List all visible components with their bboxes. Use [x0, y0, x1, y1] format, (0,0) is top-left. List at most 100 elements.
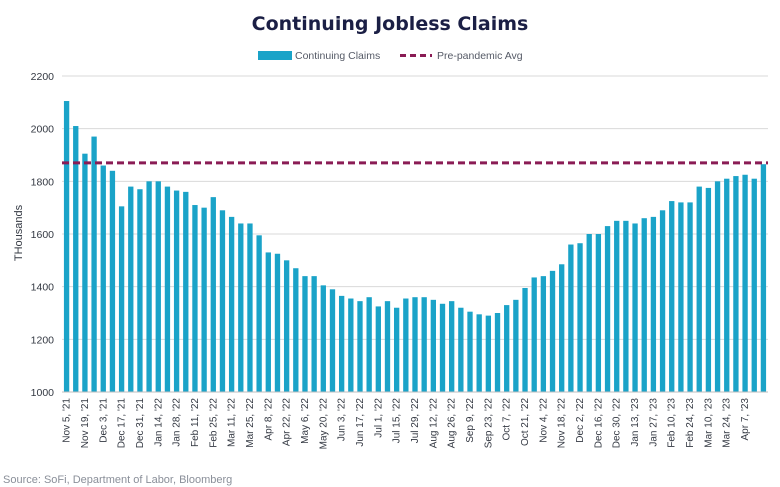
- bar: [73, 126, 79, 392]
- bar: [118, 206, 125, 392]
- x-tick-label: Dec 16, '22: [593, 398, 604, 449]
- y-tick-label: 1600: [31, 229, 55, 241]
- bar: [302, 276, 308, 392]
- x-tick-label: Feb 11, '22: [190, 398, 201, 447]
- bar: [614, 220, 620, 392]
- bar: [522, 287, 528, 392]
- bar: [128, 186, 134, 392]
- x-tick-label: Mar 25, '22: [245, 398, 256, 448]
- x-tick-label: Apr 7, '23: [740, 398, 751, 441]
- y-tick-label: 2000: [31, 124, 55, 136]
- bar: [210, 197, 216, 392]
- bar: [549, 270, 556, 392]
- x-tick-label: Apr 22, '22: [282, 398, 293, 446]
- x-tick-label: Jan 14, '22: [153, 398, 164, 447]
- bar: [659, 210, 666, 392]
- bar: [283, 260, 290, 392]
- x-tick-label: Oct 7, '22: [502, 398, 513, 441]
- x-tick-label: Dec 2, '22: [575, 398, 586, 443]
- y-tick-label: 2200: [31, 71, 55, 83]
- bar: [623, 220, 629, 392]
- bar: [742, 174, 748, 392]
- bar: [63, 101, 70, 393]
- bar: [485, 315, 492, 392]
- y-axis-ticks: 1000 1200 1400 1600 1800 2000 2200: [31, 71, 55, 399]
- bar: [265, 252, 271, 392]
- x-tick-label: Jul 1, '22: [373, 398, 384, 438]
- x-axis-ticks: Nov 5, '21 Nov 19, '21 Dec 3, '21 Dec 17, '…: [62, 398, 752, 450]
- bar: [394, 307, 400, 392]
- source-note: Source: SoFi, Department of Labor, Bloom…: [3, 474, 232, 486]
- x-tick-label: Jul 15, '22: [392, 398, 403, 444]
- bar: [137, 189, 143, 392]
- bar: [733, 176, 739, 392]
- x-tick-label: Apr 8, '22: [263, 398, 274, 441]
- bar: [357, 301, 363, 392]
- bar: [293, 268, 299, 392]
- bar: [714, 181, 721, 392]
- x-tick-label: Oct 21, '22: [520, 398, 531, 446]
- x-tick-label: Jun 17, '22: [355, 398, 366, 447]
- bar: [669, 201, 675, 392]
- x-tick-label: Jun 3, '22: [337, 398, 348, 441]
- x-tick-label: Aug 26, '22: [447, 398, 458, 449]
- bar: [467, 311, 473, 392]
- x-tick-label: Mar 24, '23: [722, 398, 733, 448]
- y-tick-label: 1800: [31, 176, 55, 188]
- chart-title: Continuing Jobless Claims: [252, 13, 529, 35]
- bars-continuing-claims: [63, 101, 767, 393]
- bar: [531, 277, 537, 392]
- x-tick-label: Dec 17, '21: [117, 398, 128, 449]
- bar: [678, 202, 684, 392]
- bar: [504, 305, 510, 392]
- x-tick-label: Mar 11, '22: [227, 398, 238, 447]
- bar: [641, 218, 647, 392]
- bar: [696, 186, 702, 392]
- x-tick-label: Nov 5, '21: [62, 398, 73, 443]
- bar: [311, 276, 317, 392]
- bar: [100, 165, 106, 392]
- x-tick-label: Jan 28, '22: [172, 398, 183, 447]
- x-tick-label: Sep 9, '22: [465, 398, 476, 443]
- bar: [256, 235, 262, 392]
- bar: [375, 306, 381, 392]
- bar: [192, 205, 198, 392]
- bar: [384, 301, 391, 392]
- bar: [577, 243, 583, 392]
- bar: [219, 210, 226, 392]
- bar: [274, 253, 281, 392]
- bar: [724, 178, 730, 392]
- bar: [430, 299, 436, 392]
- x-tick-label: Feb 10, '23: [667, 398, 678, 448]
- bar: [366, 297, 372, 392]
- bar: [164, 186, 171, 392]
- x-tick-label: Feb 25, '22: [208, 398, 219, 448]
- y-tick-label: 1400: [31, 282, 55, 294]
- bar: [705, 187, 712, 392]
- legend-label-continuing-claims: Continuing Claims: [295, 50, 380, 62]
- bar: [201, 207, 207, 392]
- bar: [513, 299, 519, 392]
- legend: Continuing Claims Pre-pandemic Avg: [258, 50, 523, 62]
- bar: [412, 297, 418, 392]
- bar: [329, 289, 336, 392]
- bar: [458, 307, 464, 392]
- bar: [586, 234, 592, 392]
- bar: [421, 297, 427, 392]
- bar: [320, 285, 326, 392]
- bar: [632, 223, 638, 392]
- bar: [559, 264, 565, 392]
- bar: [760, 164, 767, 392]
- bar: [338, 295, 345, 392]
- x-tick-label: May 6, '22: [300, 398, 311, 444]
- legend-swatch-continuing-claims: [258, 51, 292, 60]
- x-tick-label: Dec 31, '21: [135, 398, 146, 449]
- y-tick-label: 1000: [31, 387, 55, 399]
- x-tick-label: Jul 29, '22: [410, 398, 421, 444]
- x-tick-label: Jan 13, '23: [630, 398, 641, 447]
- bar: [183, 191, 189, 392]
- x-tick-label: Dec 30, '22: [612, 398, 623, 449]
- bar: [494, 313, 501, 392]
- bar: [109, 170, 116, 392]
